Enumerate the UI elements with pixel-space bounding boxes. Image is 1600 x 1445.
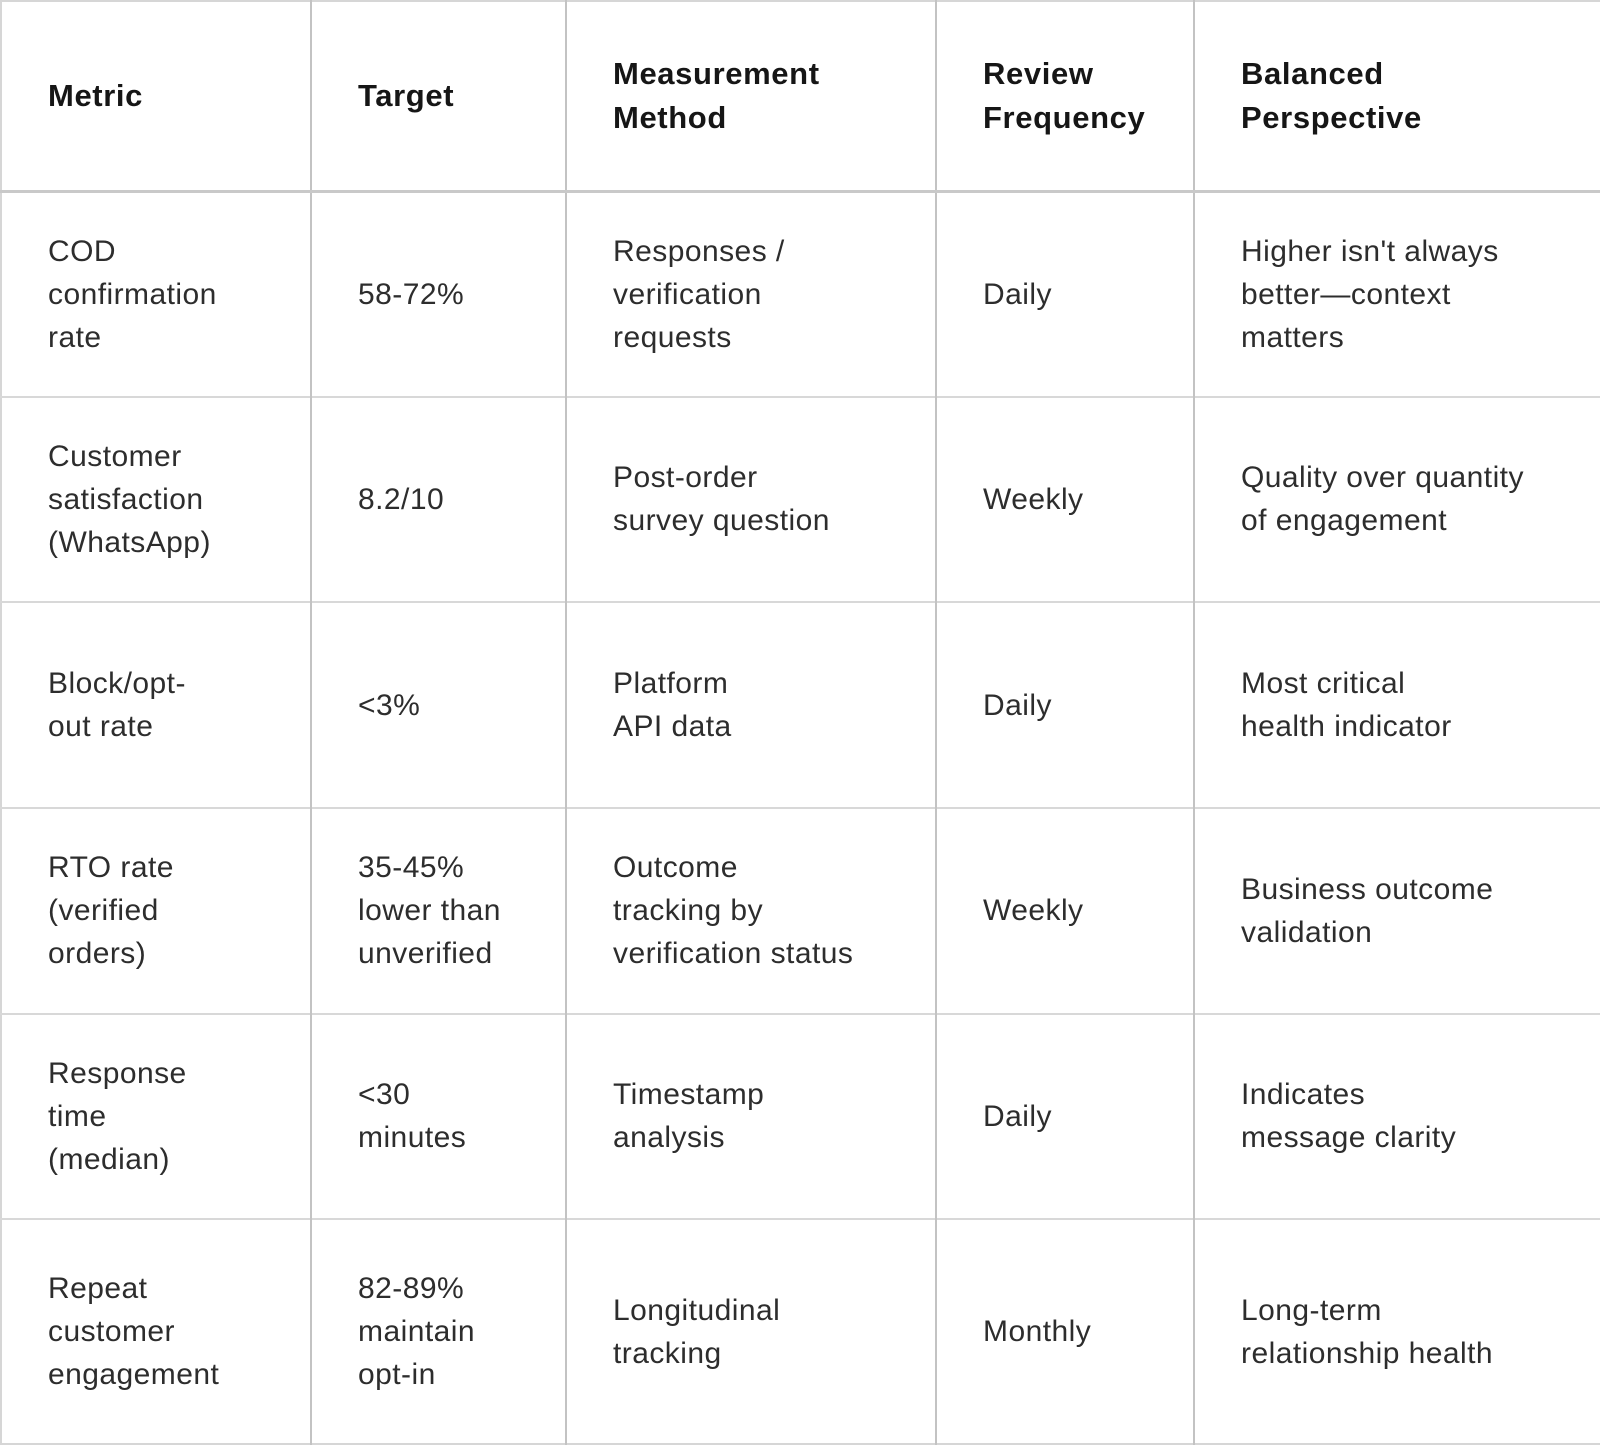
cell-review-frequency: Daily bbox=[935, 601, 1194, 808]
cell-balanced-perspective: Business outcome validation bbox=[1193, 806, 1600, 1014]
cell-review-frequency: Weekly bbox=[935, 395, 1194, 603]
table-row: Customer satisfaction (WhatsApp) 8.2/10 … bbox=[1, 395, 1600, 603]
table-header: Metric Target Measurement Method Review … bbox=[1, 1, 1600, 191]
table-row: Repeat customer engagement 82-89% mainta… bbox=[1, 1218, 1600, 1444]
cell-balanced-perspective: Quality over quantity of engagement bbox=[1193, 395, 1600, 603]
cell-target: 82-89% maintain opt-in bbox=[310, 1218, 566, 1444]
column-header-review-frequency: Review Frequency bbox=[935, 1, 1194, 191]
table-row: RTO rate (verified orders) 35-45% lower … bbox=[1, 806, 1600, 1014]
cell-metric: COD confirmation rate bbox=[1, 189, 311, 397]
table-row: Block/opt- out rate <3% Platform API dat… bbox=[1, 601, 1600, 808]
cell-target: <3% bbox=[310, 601, 566, 808]
table-row: Response time (median) <30 minutes Times… bbox=[1, 1012, 1600, 1220]
header-row: Metric Target Measurement Method Review … bbox=[1, 1, 1600, 191]
cell-measurement-method: Platform API data bbox=[565, 601, 936, 808]
cell-measurement-method: Longitudinal tracking bbox=[565, 1218, 936, 1444]
column-header-target: Target bbox=[310, 1, 566, 191]
column-header-measurement-method: Measurement Method bbox=[565, 1, 936, 191]
cell-metric: Block/opt- out rate bbox=[1, 601, 311, 808]
cell-metric: RTO rate (verified orders) bbox=[1, 806, 311, 1014]
column-header-metric: Metric bbox=[48, 77, 144, 113]
cell-review-frequency: Daily bbox=[935, 1012, 1194, 1220]
cell-measurement-method: Timestamp analysis bbox=[565, 1012, 936, 1220]
column-header-balanced-perspective: Balanced Perspective bbox=[1193, 1, 1600, 191]
cell-measurement-method: Outcome tracking by verification status bbox=[565, 806, 936, 1014]
cell-balanced-perspective: Higher isn't always better—context matte… bbox=[1193, 189, 1600, 397]
cell-metric: Customer satisfaction (WhatsApp) bbox=[1, 395, 311, 603]
cell-balanced-perspective: Most critical health indicator bbox=[1193, 601, 1600, 808]
cell-target: 58-72% bbox=[310, 189, 566, 397]
cell-review-frequency: Daily bbox=[935, 189, 1194, 397]
cell-measurement-method: Post-order survey question bbox=[565, 395, 936, 603]
cell-balanced-perspective: Indicates message clarity bbox=[1193, 1012, 1600, 1220]
table-body: COD confirmation rate 58-72% Responses /… bbox=[1, 189, 1600, 1444]
cell-metric: Response time (median) bbox=[1, 1012, 311, 1220]
cell-metric: Repeat customer engagement bbox=[1, 1218, 311, 1444]
cell-target: 8.2/10 bbox=[310, 395, 566, 603]
cell-review-frequency: Monthly bbox=[935, 1218, 1194, 1444]
cell-target: <30 minutes bbox=[310, 1012, 566, 1220]
cell-target: 35-45% lower than unverified bbox=[310, 806, 566, 1014]
cell-measurement-method: Responses / verification requests bbox=[565, 189, 936, 397]
cell-balanced-perspective: Long-term relationship health bbox=[1193, 1218, 1600, 1444]
table-row: COD confirmation rate 58-72% Responses /… bbox=[1, 189, 1600, 397]
cell-review-frequency: Weekly bbox=[935, 806, 1194, 1014]
